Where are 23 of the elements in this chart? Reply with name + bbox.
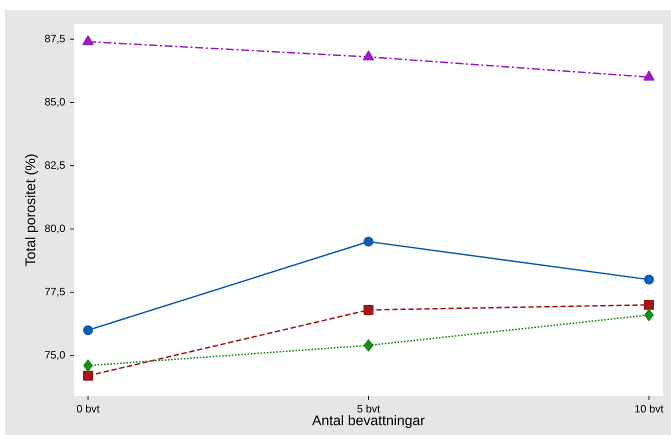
point bbox=[364, 304, 374, 315]
y-tick-label: 80,0 bbox=[45, 224, 65, 234]
x-tick-label: 0 bvt bbox=[76, 404, 100, 413]
y-tick-label: 87,5 bbox=[45, 34, 65, 44]
point bbox=[82, 35, 94, 46]
point bbox=[83, 325, 94, 336]
x-tick-label: 5 bvt bbox=[357, 404, 380, 413]
point bbox=[364, 236, 374, 247]
point bbox=[364, 339, 374, 352]
point bbox=[644, 274, 654, 285]
point bbox=[362, 50, 374, 60]
y-tick-label: 85,0 bbox=[45, 98, 65, 107]
x-axis-title: Antal bevattningar bbox=[312, 415, 425, 428]
point bbox=[644, 308, 654, 322]
point bbox=[643, 70, 655, 81]
point bbox=[83, 360, 93, 372]
y-tick-label: 77,5 bbox=[45, 288, 65, 297]
x-tick-label: 10 bvt bbox=[635, 404, 664, 413]
y-tick-label: 82,5 bbox=[45, 161, 65, 170]
point bbox=[83, 370, 94, 381]
point bbox=[644, 300, 654, 310]
y-tick-label: 75,0 bbox=[45, 351, 65, 360]
y-axis-title: Total porositet (%) bbox=[25, 154, 38, 266]
